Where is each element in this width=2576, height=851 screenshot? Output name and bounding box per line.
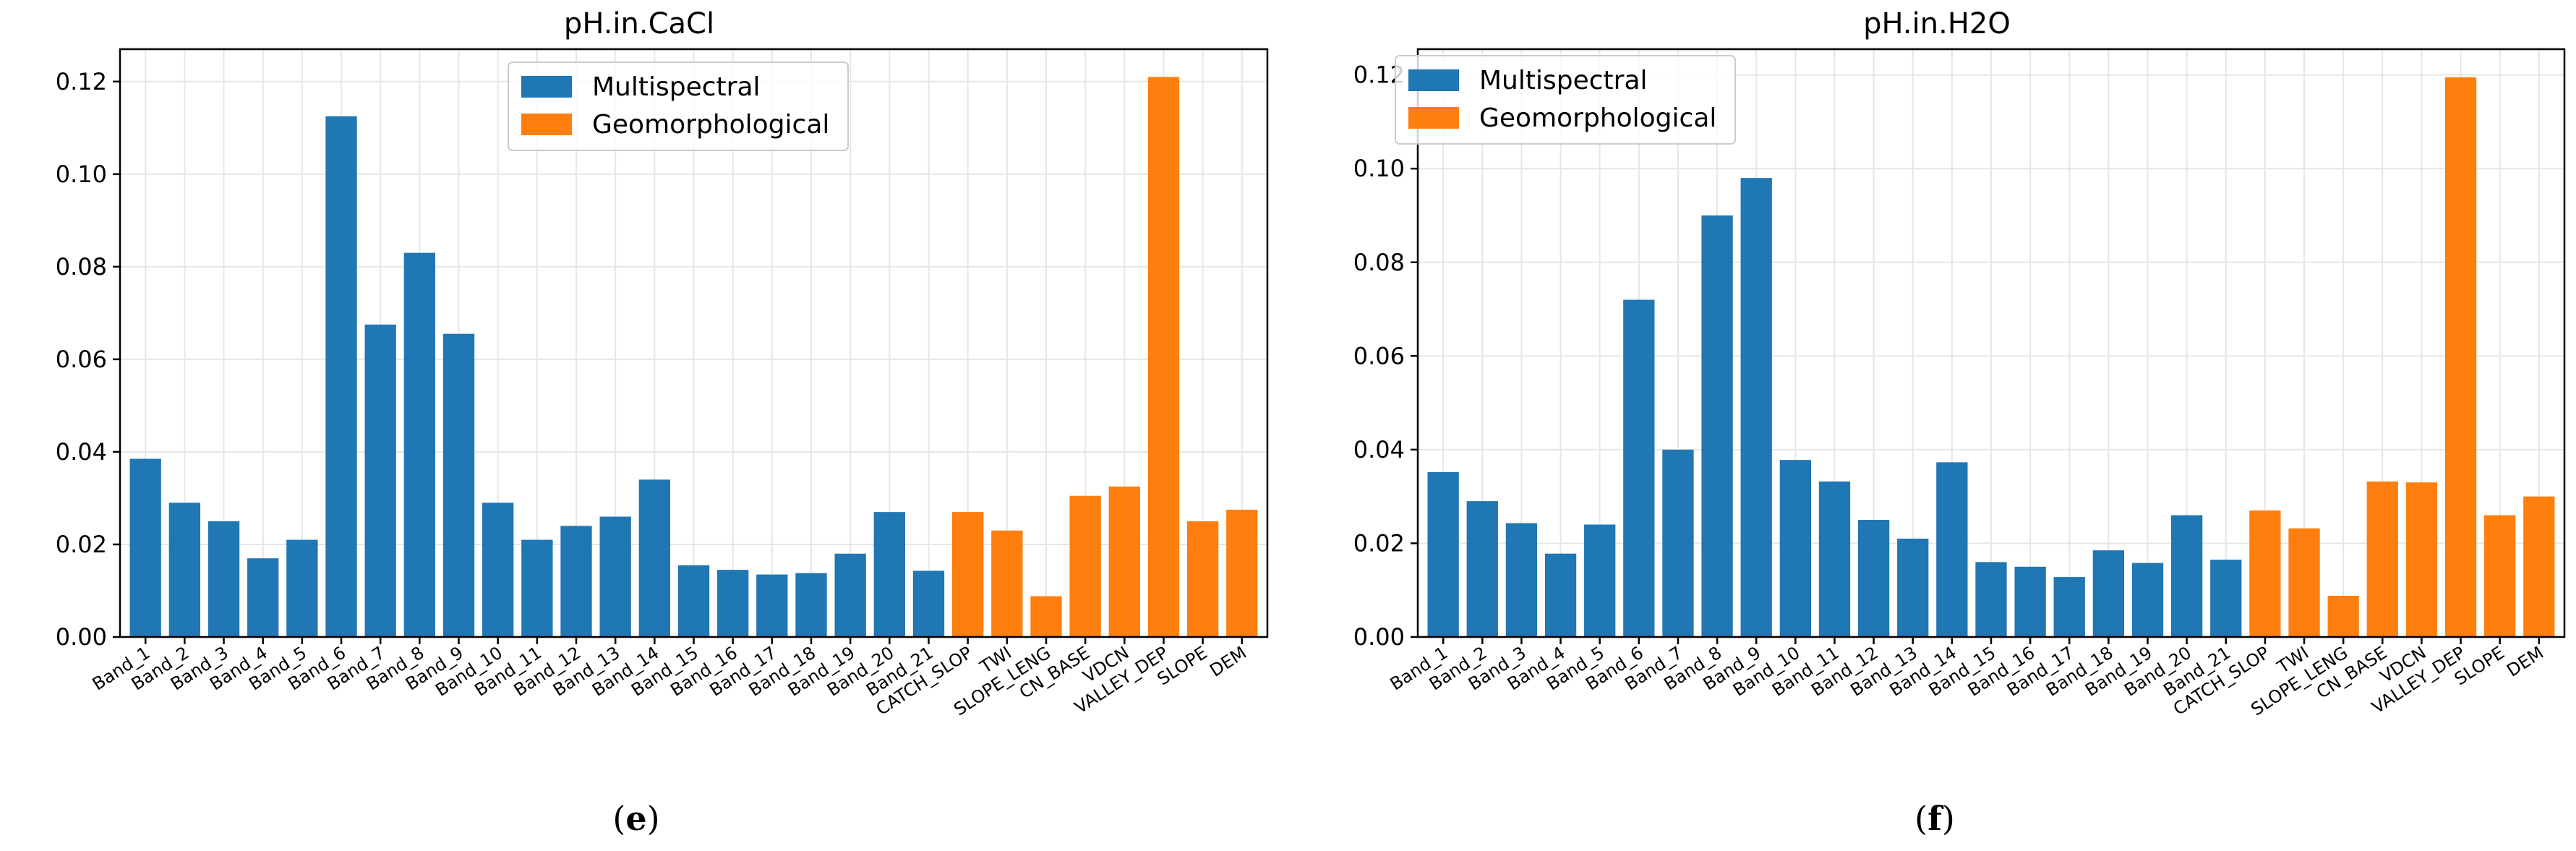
bar-band_4 [1544,553,1577,637]
bar-slope_leng [1030,596,1062,637]
legend: Multispectral Geomorphological [1395,55,1736,145]
y-tick-label: 0.00 [1353,623,1405,651]
bar-twi [2288,528,2320,637]
chart-panel-ph-cacl: pH.in.CaCl (e) 0.00 0.02 0.04 0.06 0.08 0.10 0… [56,7,1269,838]
subfigure-caption: (f) [1914,799,1955,838]
bar-band_7 [1662,449,1694,637]
bar-band_5 [286,539,318,637]
y-tick-label: 0.06 [1353,342,1405,369]
bar-band_10 [1779,460,1812,637]
legend-swatch-multispectral [521,76,572,98]
bar-band_14 [638,479,671,637]
bar-dem [1226,509,1258,637]
bar-band_1 [129,458,161,637]
legend: Multispectral Geomorphological [508,61,849,151]
legend-swatch-multispectral [1408,69,1459,91]
bar-band_4 [247,558,279,637]
bar-band_5 [1584,524,1616,637]
bar-catch_slop [951,512,984,637]
y-tick-label: 0.08 [1353,249,1405,276]
bar-band_16 [2014,566,2046,637]
legend-swatch-geomorphological [521,114,572,135]
subfigure-caption: (e) [612,799,659,838]
bar-band_9 [1740,178,1772,638]
bar-band_14 [1936,462,1968,637]
bar-band_3 [207,521,240,637]
bar-band_19 [834,553,866,637]
bar-band_17 [756,574,788,637]
bar-band_8 [1701,215,1733,637]
legend-label-multispectral: Multispectral [592,72,761,102]
y-tick-label: 0.04 [1353,436,1405,463]
bar-band_1 [1427,471,1459,637]
bar-band_16 [716,570,749,637]
plot-area: 0.000.020.040.060.080.100.12Band_1Band_2… [1353,48,2566,720]
bar-valley_dep [2444,77,2477,637]
bar-band_11 [1818,481,1851,637]
chart-title: pH.in.H2O [1863,7,2011,40]
legend-swatch-geomorphological [1408,107,1459,129]
bar-band_18 [795,573,827,637]
bar-band_21 [2210,560,2242,637]
bar-slope [1186,521,1219,637]
y-tick-label: 0.06 [56,346,107,373]
bar-band_20 [873,512,905,637]
bar-valley_dep [1147,77,1180,638]
bar-cn_base [2366,481,2398,637]
bar-slope [2484,515,2516,637]
bar-band_13 [599,516,631,637]
bar-band_3 [1505,523,1538,637]
x-tick-label: DEM [2503,643,2547,681]
y-tick-label: 0.02 [56,531,107,558]
y-tick-label: 0.02 [1353,529,1405,557]
y-tick-label: 0.10 [56,161,107,188]
y-tick-label: 0.00 [56,623,107,651]
bar-band_19 [2131,563,2164,637]
bar-twi [991,530,1023,637]
legend-label-multispectral: Multispectral [1479,66,1648,95]
y-tick-label: 0.08 [56,253,107,281]
subfigure-caption-letter: e [625,799,646,838]
bar-vdcn [1108,486,1140,637]
legend-frame [1395,55,1736,145]
bar-band_12 [560,526,592,637]
bar-band_15 [677,565,710,637]
bar-slope_leng [2327,595,2359,637]
bar-band_21 [912,570,945,637]
legend-label-geomorphological: Geomorphological [592,110,829,140]
y-tick-label: 0.12 [56,68,107,95]
legend-label-geomorphological: Geomorphological [1479,103,1716,133]
bar-band_13 [1897,538,1929,637]
bar-band_6 [1623,299,1655,637]
legend-frame [508,61,849,151]
bar-band_12 [1857,520,1890,637]
bar-band_20 [2170,515,2203,637]
bar-band_11 [521,539,553,637]
bar-band_7 [364,324,396,637]
y-tick-label: 0.10 [1353,155,1405,182]
bar-catch_slop [2249,510,2281,637]
subfigure-caption-letter: f [1927,799,1944,838]
bar-dem [2523,496,2555,637]
bar-vdcn [2405,482,2438,637]
bar-band_2 [168,503,201,637]
bar-band_6 [325,116,357,638]
chart-panel-ph-h2o: pH.in.H2O (f) 0.000.020.040.060.080.100.… [1353,7,2566,838]
bar-band_2 [1466,501,1498,637]
bar-band_10 [482,503,514,637]
bar-band_17 [2053,577,2085,637]
bar-band_9 [442,333,475,637]
bar-band_15 [1975,562,2007,637]
y-tick-label: 0.04 [56,438,107,466]
bar-cn_base [1069,495,1101,637]
chart-title: pH.in.CaCl [564,7,714,40]
x-tick-label: DEM [1206,643,1250,681]
bar-band_18 [2092,550,2125,637]
bar-band_8 [403,252,436,637]
